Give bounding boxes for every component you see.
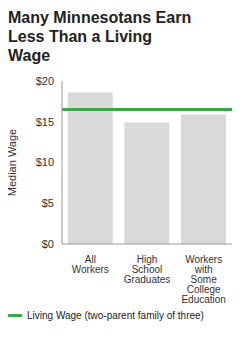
svg-text:WorkerswithSomeCollegeEducatio: WorkerswithSomeCollegeEducation — [181, 254, 225, 305]
svg-text:$0: $0 — [42, 238, 54, 250]
html-text:Living Wage (two-parent family: Living Wage (two-parent family of three) — [27, 310, 204, 321]
svg-text:HighSchoolGraduates: HighSchoolGraduates — [124, 254, 171, 285]
svg-text:AllWorkers: AllWorkers — [72, 254, 109, 275]
svg-text:$5: $5 — [42, 197, 54, 209]
svg-text:$15: $15 — [36, 116, 54, 128]
svg-text:$20: $20 — [36, 75, 54, 87]
svg-text:$10: $10 — [36, 156, 54, 168]
html-text:Many Minnesotans Earn Less Tha: Many Minnesotans Earn Less Than a Living… — [8, 9, 192, 64]
svg-text:Median Wage: Median Wage — [8, 129, 18, 196]
